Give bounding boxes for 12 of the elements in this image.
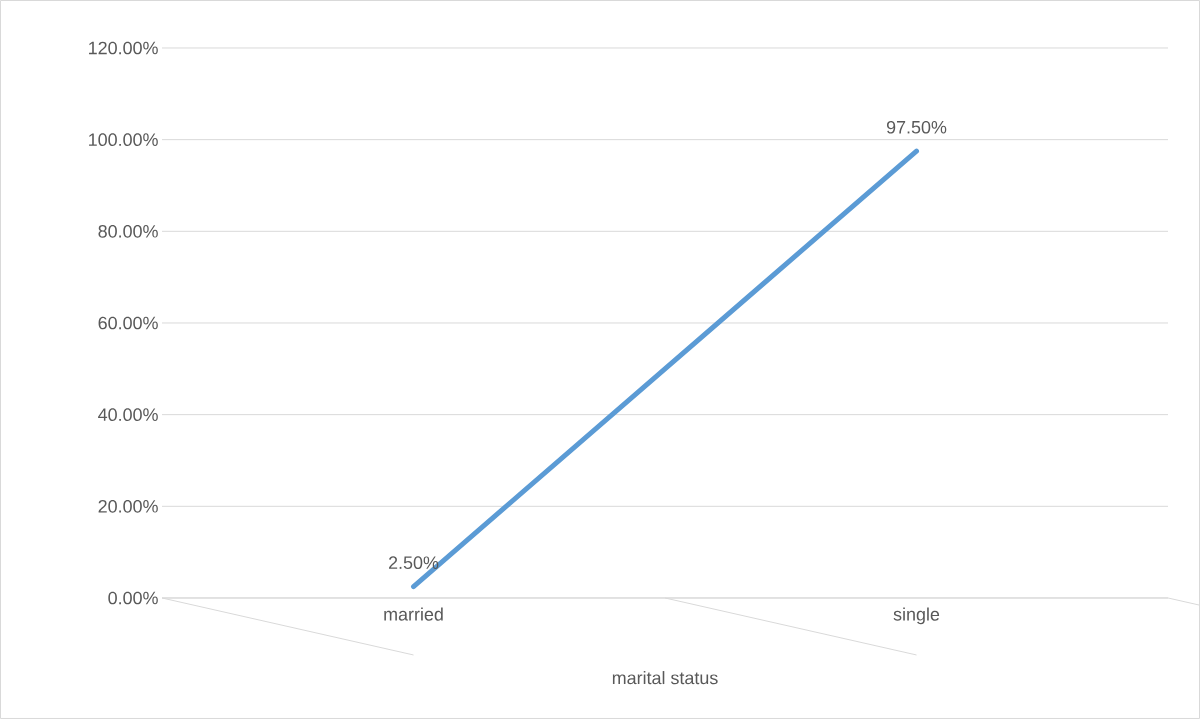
- y-tick-label: 20.00%: [98, 499, 158, 513]
- y-tick-label: 40.00%: [98, 408, 158, 421]
- y-tick-label: 80.00%: [98, 224, 158, 238]
- data-label: 2.50%: [388, 556, 439, 569]
- y-tick-label: 0.00%: [108, 591, 158, 605]
- y-tick-label: 60.00%: [98, 316, 158, 330]
- y-tick-label: 100.00%: [89, 133, 158, 146]
- y-tick-label: 120.00%: [89, 41, 158, 55]
- x-tick-label: married: [384, 607, 443, 621]
- data-label: 97.50%: [886, 120, 947, 134]
- x-tick-label: single: [893, 607, 940, 625]
- x-axis-title: marital status: [612, 671, 718, 685]
